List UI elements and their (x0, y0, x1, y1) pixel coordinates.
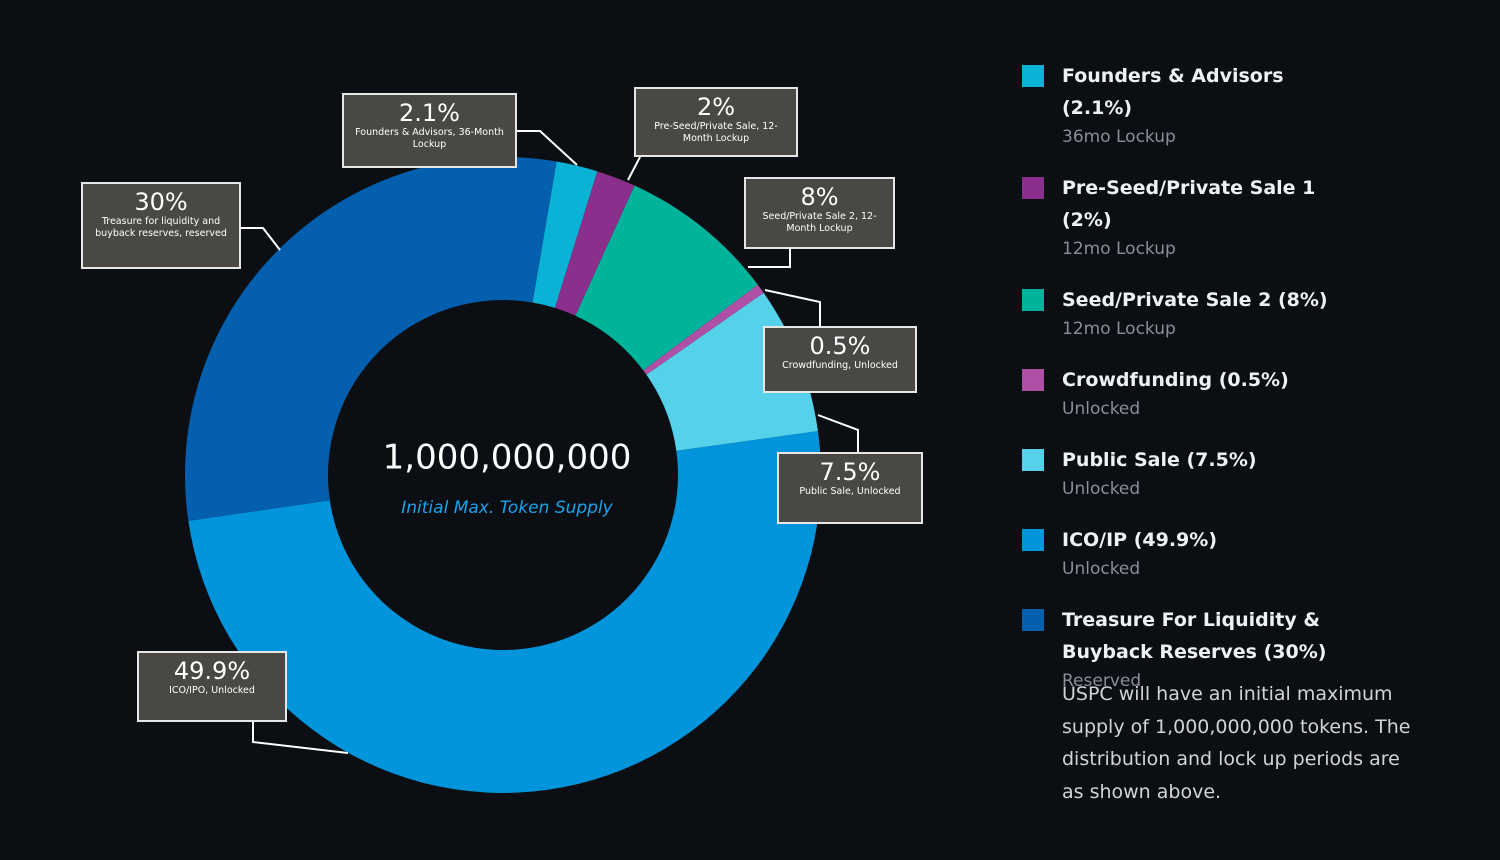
legend-item: Treasure For Liquidity & Buyback Reserve… (1022, 604, 1352, 694)
callout-text: Crowdfunding, Unlocked (782, 360, 898, 371)
legend-item: Founders & Advisors (2.1%) 36mo Lockup (1022, 60, 1352, 150)
legend-sublabel: 36mo Lockup (1062, 127, 1176, 147)
legend-swatch (1022, 369, 1044, 391)
legend-swatch (1022, 65, 1044, 87)
legend-title: Pre-Seed/Private Sale 1 (2%) (1062, 177, 1316, 231)
legend-title: Seed/Private Sale 2 (8%) (1062, 289, 1328, 311)
donut-slice (532, 161, 598, 308)
callout-text: Treasure for liquidity and buyback reser… (95, 216, 227, 239)
callout-text: Pre-Seed/Private Sale, 12-Month Lockup (654, 121, 778, 144)
note: USPC will have an initial maximum supply… (1062, 683, 1411, 803)
legend-swatch (1022, 177, 1044, 199)
legend-swatch (1022, 449, 1044, 471)
donut-slice (554, 171, 635, 316)
callout: 0.5% Crowdfunding, Unlocked (763, 326, 917, 393)
legend-item: Crowdfunding (0.5%) Unlocked (1022, 364, 1352, 422)
legend-item: ICO/IP (49.9%) Unlocked (1022, 524, 1352, 582)
legend-sublabel: 12mo Lockup (1062, 319, 1176, 339)
legend-title: Crowdfunding (0.5%) (1062, 369, 1289, 391)
leader-line (517, 130, 578, 166)
callout-value: 49.9% (173, 657, 251, 685)
legend-sublabel: Reserved (1062, 671, 1142, 691)
leader-line (764, 289, 821, 326)
callout-text: ICO/IPO, Unlocked (169, 685, 255, 696)
callout-text: Public Sale, Unlocked (799, 486, 901, 497)
legend: Founders & Advisors (2.1%) 36mo Lockup Pre… (1022, 60, 1352, 716)
legend-sublabel: Unlocked (1062, 399, 1141, 419)
legend-swatch (1022, 289, 1044, 311)
donut-slice (185, 156, 557, 521)
leader-line (241, 227, 281, 251)
callout-value: 30% (134, 188, 188, 216)
callout: 2.1% Founders & Advisors, 36-Month Lockup (342, 93, 517, 168)
legend-item: Public Sale (7.5%) Unlocked (1022, 444, 1352, 502)
donut-slice (643, 284, 764, 375)
leader-line (627, 156, 641, 181)
legend-title: ICO/IP (49.9%) (1062, 529, 1217, 551)
callout: 2% Pre-Seed/Private Sale, 12-Month Lockup (634, 87, 798, 157)
legend-swatch (1022, 529, 1044, 551)
callout-text: Seed/Private Sale 2, 12-Month Lockup (762, 211, 877, 234)
legend-item: Pre-Seed/Private Sale 1 (2%) 12mo Lockup (1022, 172, 1352, 262)
center-label: Initial Max. Token Supply (401, 498, 613, 518)
legend-swatch (1022, 609, 1044, 631)
leader-line (252, 722, 349, 754)
legend-sublabel: 12mo Lockup (1062, 239, 1176, 259)
legend-item: Seed/Private Sale 2 (8%) 12mo Lockup (1022, 284, 1352, 342)
callout-value: 2% (696, 93, 736, 121)
callout-value: 7.5% (819, 458, 881, 486)
legend-sublabel: Unlocked (1062, 559, 1141, 579)
legend-title: Treasure For Liquidity & Buyback Reserve… (1062, 609, 1327, 663)
callout-value: 0.5% (809, 332, 871, 360)
callout: 49.9% ICO/IPO, Unlocked (137, 651, 287, 722)
legend-title: Founders & Advisors (2.1%) (1062, 65, 1284, 119)
leader-line (817, 414, 859, 452)
callout-value: 8% (800, 183, 839, 211)
callout-text: Founders & Advisors, 36-Month Lockup (355, 127, 504, 150)
callout: 30% Treasure for liquidity and buyback re… (81, 182, 241, 269)
callout: 8% Seed/Private Sale 2, 12-Month Lockup (744, 177, 895, 249)
donut-slice (188, 431, 821, 793)
callout-value: 2.1% (399, 99, 460, 127)
center-value: 1,000,000,000 (383, 438, 632, 478)
legend-sublabel: Unlocked (1062, 479, 1141, 499)
leader-line (748, 249, 791, 268)
callout: 7.5% Public Sale, Unlocked (777, 452, 923, 524)
legend-title: Public Sale (7.5%) (1062, 449, 1257, 471)
donut-slice (575, 185, 758, 371)
